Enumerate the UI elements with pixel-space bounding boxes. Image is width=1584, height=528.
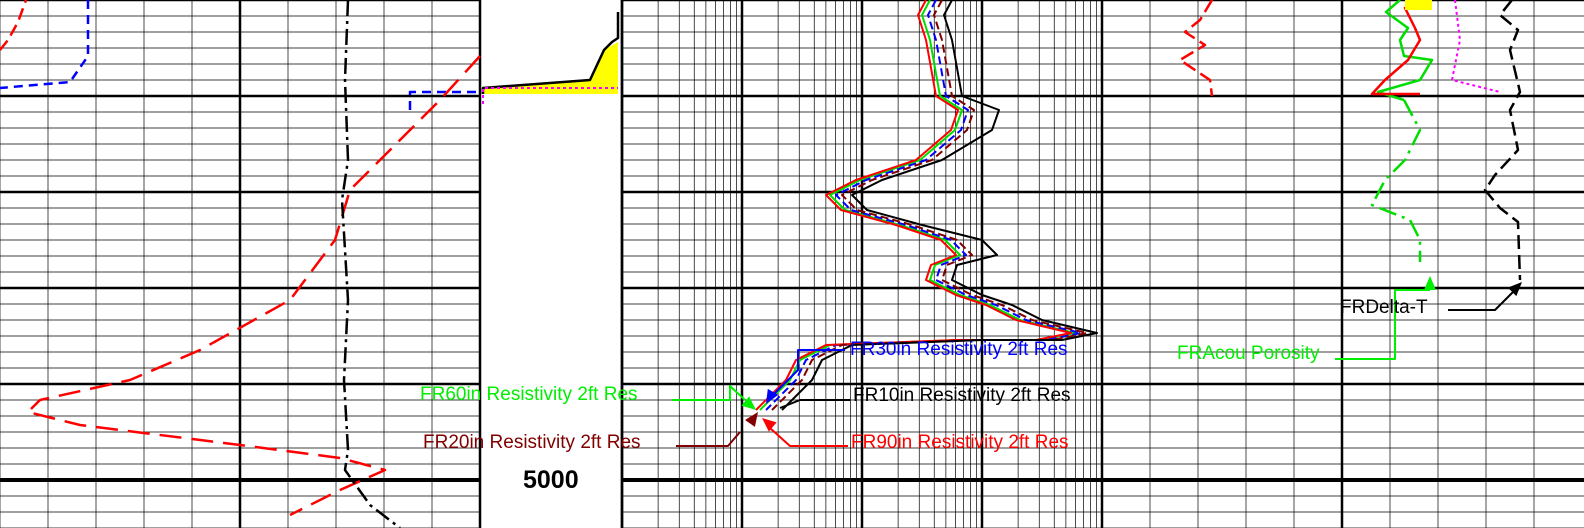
leader-fr20: [676, 431, 741, 447]
leader-fr30: [769, 349, 845, 399]
arrow-delta: [1507, 282, 1522, 297]
leader-fr10: [779, 399, 850, 409]
label-fr20: FR20in Resistivity 2ft Res: [423, 432, 641, 453]
depth-label: 5000: [523, 466, 579, 494]
arrow-fr60: [741, 396, 756, 410]
log-curves: [0, 0, 1522, 528]
leader-fr60: [672, 385, 746, 401]
curve-track1-blue-right: [408, 90, 482, 110]
curve-track3-red: [1178, 0, 1214, 97]
curve-track1-red: [26, 55, 481, 517]
fill-track3: [1405, 0, 1432, 10]
arrow-fr20: [745, 412, 758, 427]
leader-delta: [1448, 289, 1516, 311]
arrow-fr90: [762, 418, 777, 432]
curve-track3-green-dash: [1370, 99, 1422, 262]
label-fr60: FR60in Resistivity 2ft Res: [420, 384, 638, 405]
curve-fr10: [781, 0, 1098, 411]
leader-acou: [1335, 289, 1430, 360]
arrow-acou: [1424, 276, 1436, 290]
label-fr90: FR90in Resistivity 2ft Res: [851, 432, 1069, 453]
curve-track3-magenta: [1451, 0, 1501, 93]
label-delta-t: FRDelta-T: [1340, 297, 1428, 318]
curve-track3-black: [1483, 0, 1522, 281]
curve-track3-red-right: [1370, 0, 1422, 96]
curve-labels: FR30in Resistivity 2ft Res FR10in Resist…: [420, 297, 1428, 494]
curve-track1-red-top: [0, 0, 28, 51]
label-fr30: FR30in Resistivity 2ft Res: [850, 339, 1068, 360]
label-acou-porosity: FRAcou Porosity: [1177, 343, 1320, 364]
curve-track1-blue: [0, 0, 90, 90]
label-fr10: FR10in Resistivity 2ft Res: [853, 385, 1071, 406]
curve-track3-green: [1376, 0, 1434, 102]
leader-fr90: [769, 427, 848, 447]
curve-depth-black: [481, 12, 620, 94]
curve-track1-black: [340, 0, 401, 528]
arrow-fr30: [766, 388, 779, 404]
